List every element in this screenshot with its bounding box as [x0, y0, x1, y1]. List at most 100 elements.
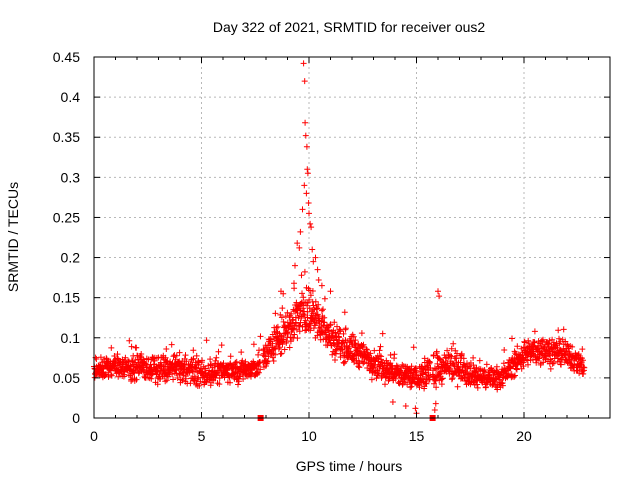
data-point [355, 363, 362, 370]
data-point [272, 310, 279, 317]
data-point [286, 344, 293, 351]
data-point [179, 377, 186, 384]
data-point [304, 170, 311, 177]
data-point [289, 317, 296, 324]
data-point [391, 351, 398, 358]
data-point [431, 380, 437, 387]
data-point [404, 381, 411, 388]
data-point [199, 357, 206, 364]
data-point [360, 341, 367, 348]
x-tick-label: 15 [409, 428, 425, 444]
data-point [187, 380, 194, 387]
data-point [190, 368, 197, 375]
data-point [304, 299, 311, 306]
data-point [327, 339, 334, 346]
x-tick-label: 5 [198, 428, 206, 444]
data-point [232, 359, 239, 366]
data-point [122, 354, 129, 361]
data-point [581, 364, 588, 371]
data-point [215, 348, 222, 355]
data-point [304, 314, 311, 321]
data-point [307, 220, 314, 227]
data-point [387, 352, 394, 358]
data-point [174, 375, 181, 381]
data-point [148, 375, 155, 382]
data-points [91, 60, 588, 421]
data-point [352, 342, 359, 349]
data-point [298, 272, 305, 279]
data-point [470, 362, 477, 369]
data-point [324, 327, 331, 334]
data-point [274, 323, 281, 330]
data-point [416, 384, 423, 391]
data-point [302, 119, 309, 126]
data-point [547, 365, 554, 372]
data-point [306, 210, 312, 217]
data-point [437, 370, 444, 377]
data-point [257, 333, 264, 340]
data-point [280, 290, 287, 297]
data-point [499, 382, 506, 389]
data-point [195, 359, 202, 366]
data-point [431, 407, 438, 413]
data-point [309, 288, 316, 294]
data-point [332, 357, 338, 363]
data-point [460, 355, 467, 362]
data-point [474, 384, 481, 391]
data-point [329, 351, 336, 358]
data-point [433, 384, 440, 391]
data-point [454, 383, 461, 390]
data-point [287, 338, 294, 345]
data-point [256, 347, 262, 354]
y-axis-label: SRMTID / TECUs [5, 182, 21, 292]
data-point [168, 341, 175, 348]
data-point [368, 376, 375, 383]
x-tick-label: 0 [90, 428, 98, 444]
data-point [320, 306, 326, 313]
data-point [580, 357, 586, 364]
axes [93, 56, 611, 419]
data-point [182, 352, 189, 359]
data-point [558, 361, 565, 368]
data-point [386, 375, 393, 382]
data-point [257, 366, 264, 373]
data-point [410, 344, 417, 351]
data-point [293, 299, 300, 306]
data-point [239, 357, 246, 364]
data-point [423, 380, 430, 387]
data-point [300, 60, 307, 67]
data-point [182, 375, 189, 382]
y-tick-label: 0.1 [61, 330, 81, 346]
data-point [467, 365, 474, 372]
data-point [301, 78, 308, 85]
data-point [235, 378, 242, 385]
data-point [240, 376, 247, 382]
data-point [555, 327, 562, 334]
data-point [361, 359, 368, 365]
data-point [454, 363, 461, 370]
data-point [444, 347, 451, 354]
data-point [476, 357, 483, 364]
data-point [406, 375, 413, 382]
data-point [218, 342, 225, 349]
data-point [389, 399, 396, 405]
data-point [301, 182, 308, 189]
data-point [493, 363, 500, 370]
data-point [308, 224, 315, 231]
data-point [321, 295, 328, 302]
data-point [290, 325, 297, 332]
data-point [413, 369, 420, 376]
data-point [97, 354, 104, 361]
data-point [376, 352, 383, 359]
x-tick-label: 20 [516, 428, 532, 444]
data-point [294, 335, 301, 342]
data-point [203, 337, 210, 344]
y-tick-label: 0.25 [53, 209, 80, 225]
data-point [176, 349, 183, 356]
data-point [412, 405, 419, 412]
data-point [238, 349, 245, 356]
data-point [270, 358, 277, 364]
data-point [315, 301, 322, 308]
data-point [279, 305, 286, 312]
data-point [312, 322, 319, 329]
